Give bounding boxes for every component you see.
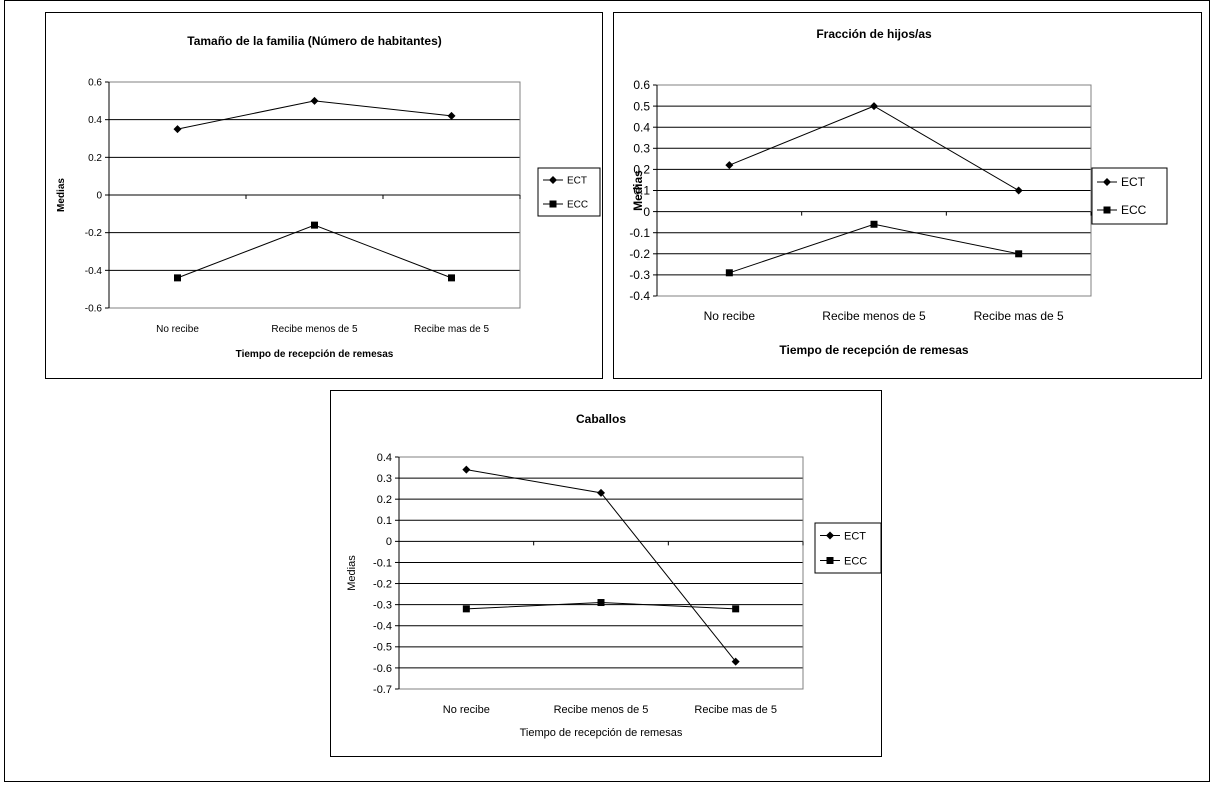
chart-children-fraction-svg: Fracción de hijos/as -0.4 -0.3 -0.2 -0.1 0 0.1… xyxy=(629,27,1168,357)
y-tick-label: -0.1 xyxy=(629,226,650,240)
x-axis-label: Tiempo de recepción de remesas xyxy=(520,727,683,739)
legend xyxy=(814,522,882,574)
y-tick-label: -0.2 xyxy=(629,247,650,261)
data-point-ect xyxy=(447,111,456,120)
y-tick-label: -0.7 xyxy=(373,684,392,696)
data-point-ecc xyxy=(732,605,740,613)
x-tick-label: Recibe mas de 5 xyxy=(694,704,777,716)
x-tick-label: No recibe xyxy=(443,704,490,716)
y-tick-label: 0.3 xyxy=(377,473,392,485)
y-tick-label: -0.2 xyxy=(373,578,392,590)
chart-family-size-svg: Tamaño de la familia (Número de habitant… xyxy=(56,34,601,360)
y-tick-label: 0.2 xyxy=(377,494,392,506)
legend-label: ECC xyxy=(1121,203,1147,217)
y-tick-label: 0.6 xyxy=(88,78,102,89)
x-tick-label: No recibe xyxy=(704,309,756,323)
data-point-ect xyxy=(597,488,605,497)
data-point-ecc xyxy=(725,269,733,277)
legend xyxy=(1091,167,1168,225)
y-tick-label: -0.3 xyxy=(373,599,392,611)
y-tick-label: 0.5 xyxy=(633,99,650,113)
y-tick-label: 0.1 xyxy=(377,515,392,527)
legend xyxy=(537,167,601,217)
x-axis-label: Tiempo de recepción de remesas xyxy=(236,349,394,360)
series-line-ecc xyxy=(729,223,1019,274)
y-tick-label: 0 xyxy=(96,191,102,202)
data-point-ecc xyxy=(174,274,181,282)
y-tick-label: 0.4 xyxy=(633,120,650,134)
chart-horses: Caballos -0.7 -0.6 -0.5 -0.4 -0.3 -0.2 -0.1 0 0.1… xyxy=(330,390,882,757)
legend-label: ECT xyxy=(1121,175,1146,189)
y-tick-label: -0.1 xyxy=(373,557,392,569)
data-point-ect xyxy=(462,465,471,474)
legend-marker xyxy=(826,557,834,564)
legend-marker xyxy=(826,531,834,540)
data-point-ecc xyxy=(311,221,318,229)
chart-title: Tamaño de la familia (Número de habitant… xyxy=(187,34,442,48)
chart-family-size: Tamaño de la familia (Número de habitant… xyxy=(45,12,603,379)
legend-label: ECT xyxy=(567,176,587,187)
y-tick-label: 0 xyxy=(643,205,650,219)
y-tick-label: 0.6 xyxy=(633,78,650,92)
y-axis-label: Medias xyxy=(631,170,645,211)
chart-children-fraction: Fracción de hijos/as -0.4 -0.3 -0.2 -0.1 0 0.1… xyxy=(613,12,1202,379)
figure-frame xyxy=(4,0,1210,782)
y-tick-label: -0.3 xyxy=(629,268,650,282)
legend-label: ECT xyxy=(844,530,866,542)
y-axis-label: Medias xyxy=(346,555,358,591)
chart-horses-svg: Caballos -0.7 -0.6 -0.5 -0.4 -0.3 -0.2 -0.1 0 0.1… xyxy=(346,412,882,739)
data-point-ect xyxy=(173,125,182,134)
chart-title: Caballos xyxy=(576,412,626,426)
data-point-ect xyxy=(1014,186,1023,195)
y-tick-label: -0.4 xyxy=(373,621,392,633)
data-point-ect xyxy=(310,96,319,105)
legend-label: ECC xyxy=(844,555,867,567)
y-tick-label: 0 xyxy=(386,536,392,548)
x-tick-label: Recibe mas de 5 xyxy=(974,309,1064,323)
series-line-ect xyxy=(466,469,737,662)
y-tick-label: -0.4 xyxy=(629,289,650,303)
x-tick-label: Recibe mas de 5 xyxy=(414,324,489,335)
data-point-ecc xyxy=(597,599,605,607)
y-tick-label: 0.2 xyxy=(88,153,102,164)
legend-label: ECC xyxy=(567,200,588,211)
x-tick-label: Recibe menos de 5 xyxy=(822,309,926,323)
data-point-ecc xyxy=(1015,250,1023,258)
data-point-ect xyxy=(725,161,734,170)
x-tick-label: No recibe xyxy=(156,324,199,335)
x-tick-label: Recibe menos de 5 xyxy=(554,704,649,716)
y-tick-label: 0.1 xyxy=(633,184,650,198)
y-tick-label: -0.6 xyxy=(373,663,392,675)
data-point-ecc xyxy=(448,274,455,282)
y-tick-label: 0.2 xyxy=(633,163,650,177)
data-point-ecc xyxy=(870,220,878,228)
y-tick-label: 0.4 xyxy=(88,115,102,126)
y-tick-label: -0.5 xyxy=(373,642,392,654)
y-tick-label: 0.4 xyxy=(377,452,392,464)
legend-marker xyxy=(1103,206,1111,214)
data-point-ect xyxy=(870,102,878,111)
legend-marker xyxy=(549,200,557,208)
x-axis-label: Tiempo de recepción de remesas xyxy=(779,343,969,357)
y-axis-label: Medias xyxy=(56,178,67,212)
data-point-ect xyxy=(731,657,740,666)
y-tick-label: -0.4 xyxy=(85,266,103,277)
y-tick-label: -0.2 xyxy=(85,228,103,239)
x-tick-label: Recibe menos de 5 xyxy=(271,324,358,335)
y-tick-label: -0.6 xyxy=(85,304,103,315)
data-point-ecc xyxy=(462,605,470,613)
y-tick-label: 0.3 xyxy=(633,142,650,156)
chart-title: Fracción de hijos/as xyxy=(816,27,932,41)
legend-marker xyxy=(549,176,557,184)
legend-marker xyxy=(1103,178,1111,186)
series-line-ect xyxy=(177,100,452,130)
